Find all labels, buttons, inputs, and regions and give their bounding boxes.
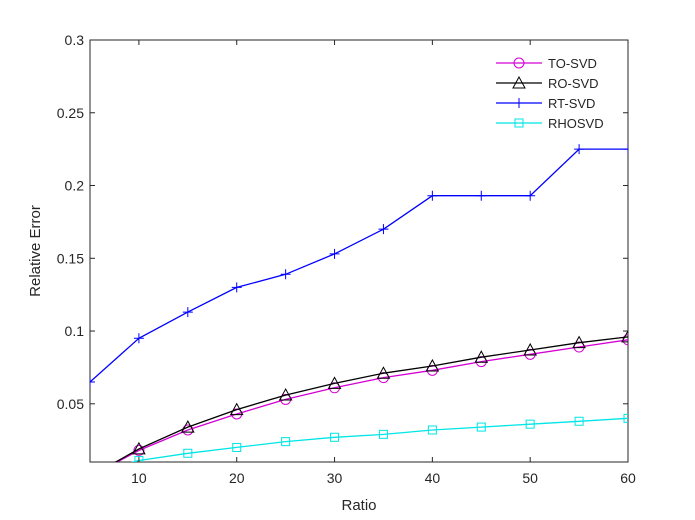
series-rhosvd bbox=[130, 413, 628, 462]
data-point-rhosvd bbox=[183, 448, 193, 458]
series-line-to-svd bbox=[115, 339, 628, 462]
x-tick-label: 10 bbox=[131, 470, 147, 486]
data-point-rhosvd bbox=[427, 425, 437, 435]
legend-label-rhosvd: RHOSVD bbox=[548, 116, 604, 131]
legend-label-to-svd: TO-SVD bbox=[548, 56, 597, 71]
data-point-ro-svd bbox=[474, 350, 489, 363]
data-point-rhosvd bbox=[330, 432, 340, 442]
x-tick-label: 30 bbox=[327, 470, 343, 486]
data-point-rt-svd bbox=[623, 144, 628, 155]
data-point-rt-svd bbox=[574, 144, 585, 155]
data-point-ro-svd bbox=[425, 358, 440, 372]
x-tick-label: 20 bbox=[229, 470, 245, 486]
data-point-rt-svd bbox=[476, 190, 487, 201]
data-point-to-svd bbox=[426, 364, 438, 376]
data-point-rhosvd bbox=[378, 429, 388, 439]
x-tick-label: 50 bbox=[522, 470, 538, 486]
data-point-ro-svd bbox=[376, 366, 391, 379]
x-axis-label: Ratio bbox=[341, 497, 376, 514]
y-tick-label: 0.25 bbox=[57, 105, 84, 121]
y-tick-label: 0.2 bbox=[65, 178, 85, 194]
data-point-ro-svd bbox=[327, 376, 342, 389]
series-rt-svd bbox=[90, 144, 628, 387]
data-point-ro-svd bbox=[572, 335, 586, 349]
y-tick-label: 0.15 bbox=[57, 250, 84, 266]
series-ro-svd bbox=[114, 329, 628, 462]
series-line-rhosvd bbox=[130, 417, 628, 462]
data-point-rt-svd bbox=[231, 282, 242, 293]
data-point-rt-svd bbox=[90, 376, 95, 387]
series-line-ro-svd bbox=[114, 336, 628, 462]
data-point-rhosvd bbox=[574, 416, 584, 426]
data-point-to-svd bbox=[133, 444, 145, 456]
data-point-rt-svd bbox=[525, 190, 536, 201]
legend: TO-SVD RO-SVD RT-SVD RHOSVD bbox=[490, 47, 620, 135]
data-point-ro-svd bbox=[180, 420, 195, 433]
tick-layer: 10 20 30 40 50 60 0.05 0.1 0.15 0.2 0.25 0.3 bbox=[57, 32, 636, 486]
y-axis-label: Relative Error bbox=[27, 205, 44, 297]
data-point-rt-svd bbox=[133, 333, 144, 344]
data-point-to-svd bbox=[573, 341, 585, 353]
data-point-ro-svd bbox=[132, 441, 146, 455]
legend-marker-rt-svd bbox=[514, 98, 524, 108]
data-point-rt-svd bbox=[378, 224, 389, 235]
data-point-rhosvd bbox=[476, 422, 486, 432]
data-point-rhosvd bbox=[232, 442, 242, 452]
y-tick-label: 0.1 bbox=[65, 323, 85, 339]
legend-marker-ro-svd bbox=[512, 75, 526, 89]
series-line-rt-svd bbox=[90, 148, 628, 383]
data-point-ro-svd bbox=[278, 388, 293, 401]
data-point-ro-svd bbox=[523, 342, 538, 356]
y-tick-label: 0.05 bbox=[57, 396, 84, 412]
data-point-ro-svd bbox=[621, 329, 628, 343]
legend-box bbox=[490, 47, 620, 135]
legend-label-rt-svd: RT-SVD bbox=[548, 96, 595, 111]
data-point-rhosvd bbox=[525, 419, 535, 429]
data-point-to-svd bbox=[524, 348, 536, 360]
data-point-rhosvd bbox=[134, 456, 144, 462]
x-tick-label: 60 bbox=[620, 470, 636, 486]
legend-marker-rhosvd bbox=[514, 118, 524, 128]
data-point-rt-svd bbox=[329, 248, 340, 259]
y-tick-label: 0.3 bbox=[65, 32, 85, 48]
data-point-rt-svd bbox=[427, 190, 438, 201]
data-point-rhosvd bbox=[281, 437, 291, 447]
legend-marker-to-svd bbox=[513, 57, 525, 69]
x-tick-label: 40 bbox=[425, 470, 441, 486]
series-layer bbox=[90, 144, 628, 462]
data-point-rt-svd bbox=[280, 269, 291, 280]
data-point-rt-svd bbox=[182, 307, 193, 318]
data-point-ro-svd bbox=[229, 402, 244, 416]
data-point-rhosvd bbox=[623, 413, 628, 423]
legend-label-ro-svd: RO-SVD bbox=[548, 76, 599, 91]
